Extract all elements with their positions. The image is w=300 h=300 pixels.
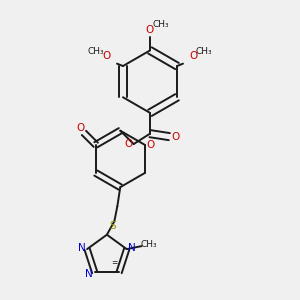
Text: CH₃: CH₃: [152, 20, 169, 29]
Text: N: N: [128, 243, 136, 253]
Text: O: O: [147, 140, 155, 150]
Text: O: O: [76, 124, 85, 134]
Text: =: =: [111, 258, 118, 267]
Text: CH₃: CH₃: [88, 47, 104, 56]
Text: CH₃: CH₃: [196, 47, 212, 56]
Text: O: O: [171, 132, 179, 142]
Text: O: O: [146, 25, 154, 34]
Text: S: S: [110, 221, 116, 231]
Text: N: N: [85, 269, 93, 279]
Text: O: O: [103, 51, 111, 61]
Text: N: N: [78, 243, 85, 253]
Text: CH₃: CH₃: [141, 240, 157, 249]
Text: O: O: [189, 51, 197, 61]
Text: O: O: [124, 139, 132, 149]
